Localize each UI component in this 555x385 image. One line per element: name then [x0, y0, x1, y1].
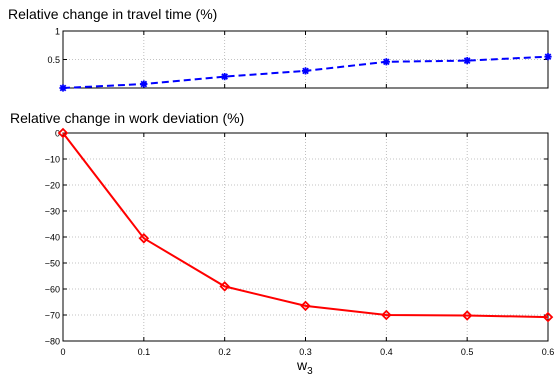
bottom-x-tick-label: 0.2 [218, 347, 231, 357]
bottom-y-tick-label: −20 [45, 181, 60, 191]
top-data-point [544, 53, 552, 61]
bottom-data-point [57, 127, 69, 139]
top-data-point [140, 80, 148, 88]
bottom-x-tick-label: 0.1 [138, 347, 151, 357]
bottom-x-tick-label: 0.5 [461, 347, 474, 357]
top-y-tick-label: 0.5 [47, 55, 60, 65]
top-data-point-stroke [59, 84, 67, 92]
bottom-y-tick-label: −60 [45, 285, 60, 295]
bottom-y-tick-label: −50 [45, 259, 60, 269]
top-data-point-stroke [382, 58, 390, 66]
bottom-x-tick-label: 0.6 [542, 347, 555, 357]
bottom-y-tick-label: −40 [45, 233, 60, 243]
top-data-point [59, 84, 67, 92]
bottom-y-tick-label: −10 [45, 155, 60, 165]
top-y-tick-label: 1 [55, 27, 60, 37]
bottom-x-tick-label: 0.3 [299, 347, 312, 357]
top-data-point-stroke [463, 57, 471, 64]
bottom-data-point [542, 311, 554, 323]
top-data-point [382, 58, 390, 66]
top-data-point [463, 57, 471, 65]
bottom-chart-title: Relative change in work deviation (%) [10, 110, 245, 126]
x-axis-label-main: w [297, 357, 308, 373]
bottom-y-tick-label: 0 [55, 129, 60, 139]
x-axis-label-subscript: 3 [307, 365, 313, 377]
top-data-point-stroke [544, 53, 552, 60]
bottom-series-line [62, 132, 549, 319]
top-data-point-stroke [140, 80, 148, 88]
bottom-x-tick-label: 0 [60, 347, 65, 357]
top-chart-title: Relative change in travel time (%) [8, 6, 218, 22]
bottom-data-point [461, 310, 473, 321]
x-axis-label: w3 [297, 357, 313, 377]
bottom-data-point [381, 309, 392, 321]
bottom-data-point [300, 300, 311, 312]
bottom-y-tick-label: −70 [45, 311, 60, 321]
bottom-data-point [138, 233, 150, 244]
top-data-point [301, 67, 310, 75]
bottom-y-tick-label: −80 [45, 337, 60, 347]
bottom-x-tick-label: 0.4 [380, 347, 393, 357]
bottom-y-tick-label: −30 [45, 207, 60, 217]
bottom-data-point [219, 281, 230, 292]
top-data-point [221, 73, 229, 81]
top-data-point-stroke [302, 67, 309, 75]
top-data-point-stroke [221, 73, 229, 80]
